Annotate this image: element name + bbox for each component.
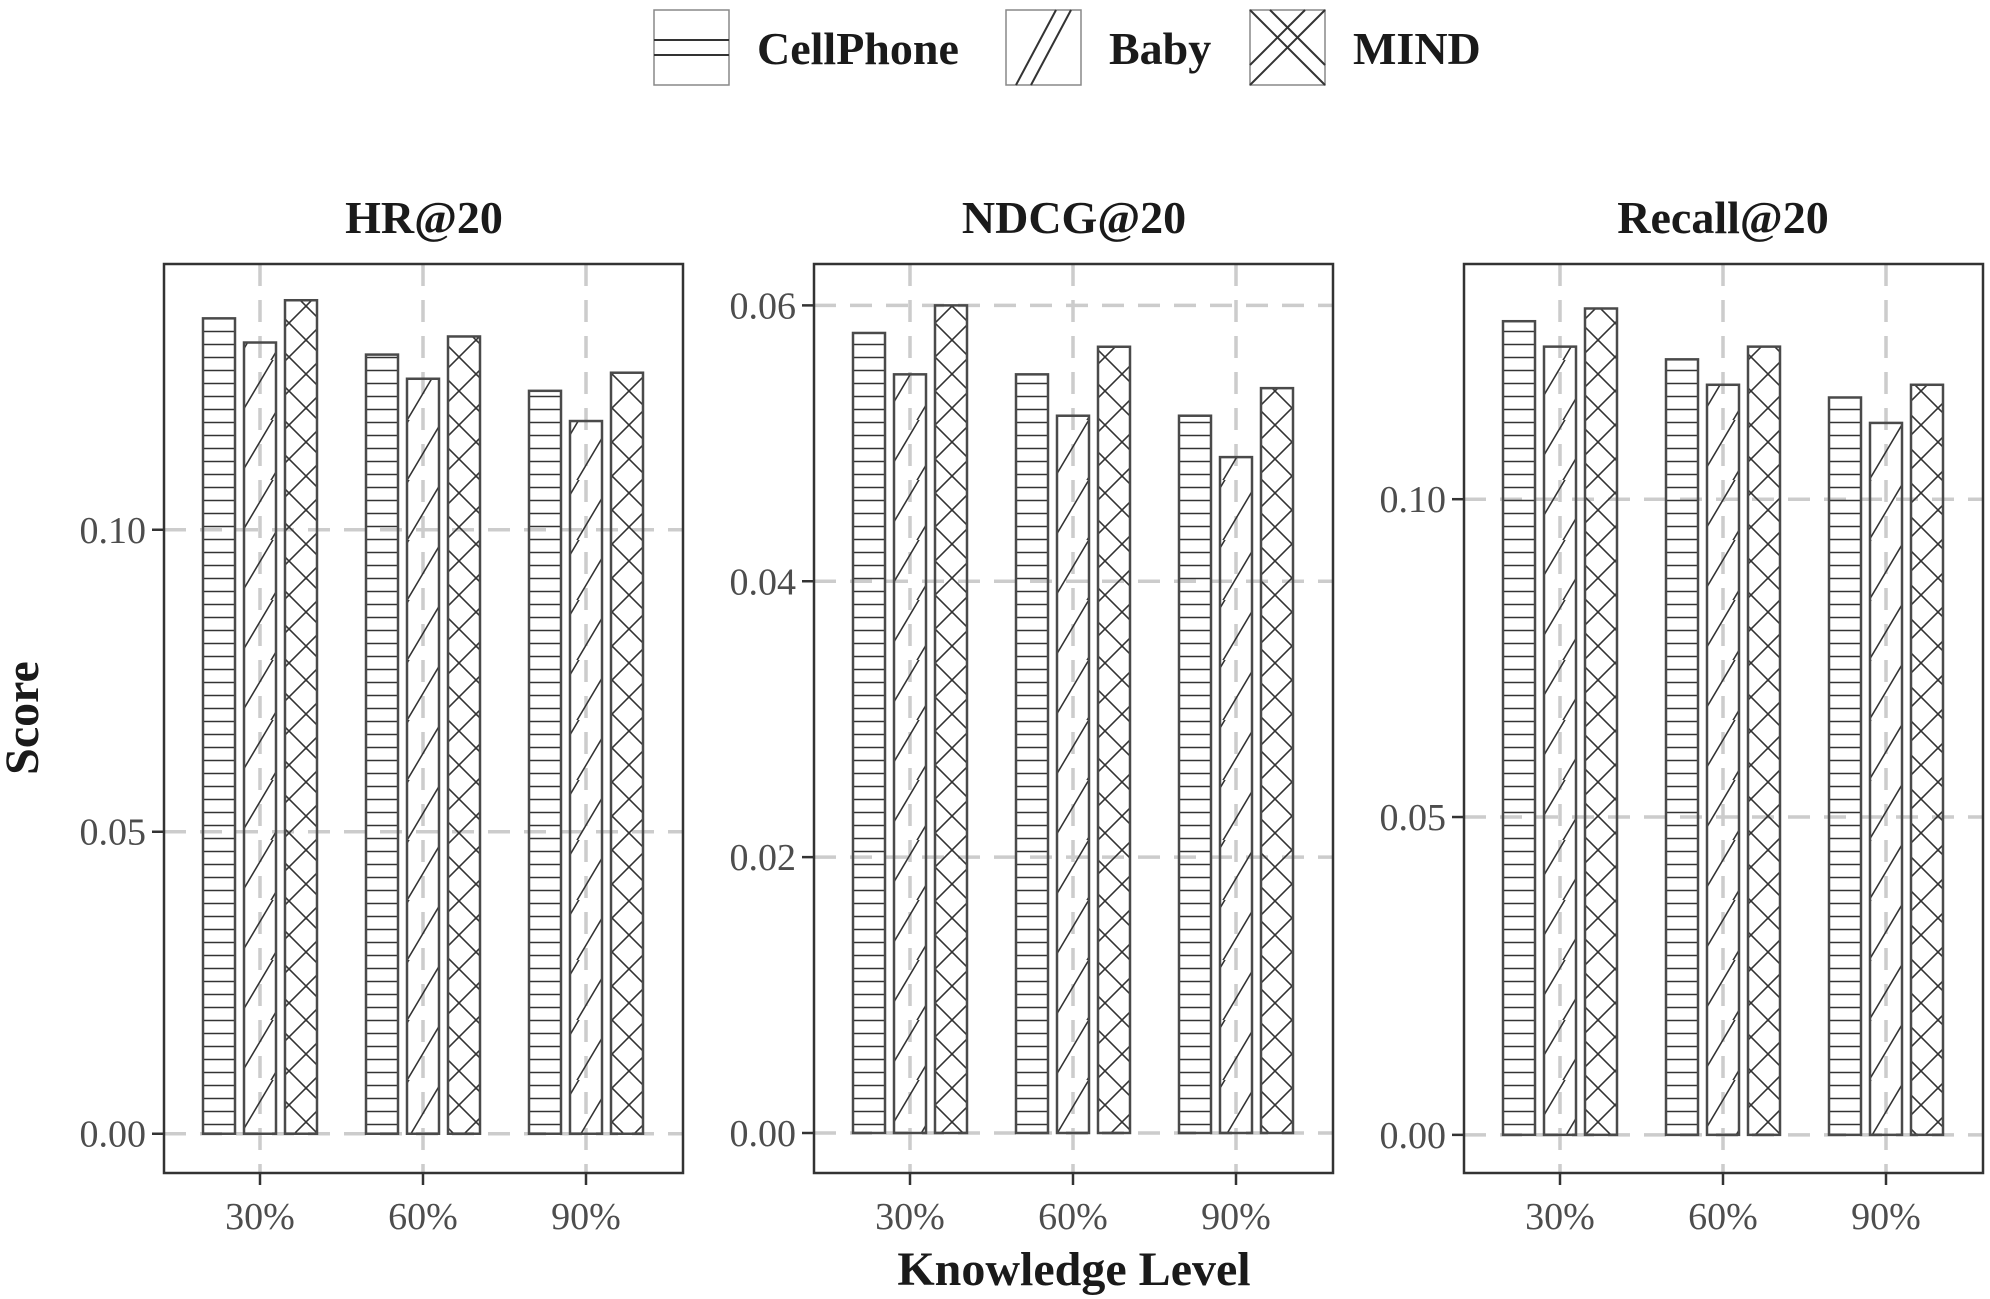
y-axis: 0.00 0.05 0.10 (80, 510, 164, 1156)
bar-mind (1746, 345, 1782, 1137)
panel-hr20: HR@20 0.00 0.05 0.10 30% 60% 90% (80, 192, 685, 1238)
bar-cellphone (527, 389, 563, 1135)
y-tick-label: 0.00 (730, 1113, 797, 1155)
bar-baby (1218, 455, 1254, 1135)
bar-cellphone (1501, 319, 1537, 1137)
bars (1501, 307, 1945, 1137)
y-axis: 0.00 0.02 0.04 0.06 (730, 285, 814, 1155)
y-tick-label: 0.02 (730, 837, 797, 879)
bar-cellphone (1827, 396, 1863, 1137)
legend-label-mind: MIND (1353, 23, 1481, 74)
legend-label-baby: Baby (1109, 23, 1211, 74)
bar-cellphone (364, 353, 400, 1135)
bar-baby (1705, 383, 1741, 1137)
panel-title: NDCG@20 (962, 192, 1186, 243)
x-axis: 30% 60% 90% (1525, 1173, 1921, 1238)
y-tick-label: 0.06 (730, 285, 797, 327)
x-tick-label: 60% (1038, 1196, 1108, 1238)
panel-ndcg20: NDCG@20 0.00 0.02 0.04 0.06 30% 60% 90% (730, 192, 1335, 1238)
y-axis-title: Score (0, 661, 49, 775)
legend-item-cellphone: CellPhone (653, 9, 959, 86)
x-axis-title: Knowledge Level (897, 1243, 1250, 1296)
y-tick-label: 0.10 (80, 510, 147, 552)
x-tick-label: 30% (875, 1196, 945, 1238)
x-axis: 30% 60% 90% (875, 1173, 1271, 1238)
bar-baby (1542, 345, 1578, 1137)
bar-mind (283, 298, 319, 1135)
bar-baby (568, 419, 604, 1135)
y-tick-label: 0.05 (80, 812, 147, 854)
x-tick-label: 90% (551, 1196, 621, 1238)
y-tick-label: 0.00 (80, 1114, 147, 1156)
x-tick-label: 30% (225, 1196, 295, 1238)
bar-cellphone (1664, 358, 1700, 1137)
legend-label-cellphone: CellPhone (757, 23, 959, 74)
bar-mind (1583, 307, 1619, 1137)
legend-swatch-baby (1005, 9, 1082, 86)
legend-item-baby: Baby (1005, 9, 1211, 86)
x-axis: 30% 60% 90% (225, 1173, 621, 1238)
bar-baby (405, 377, 441, 1135)
bar-mind (1259, 386, 1295, 1135)
panel-title: Recall@20 (1617, 192, 1828, 243)
bar-cellphone (1014, 373, 1050, 1135)
y-tick-label: 0.05 (1380, 797, 1447, 839)
y-tick-label: 0.10 (1380, 479, 1447, 521)
bar-cellphone (1177, 414, 1213, 1135)
bar-mind (933, 304, 969, 1135)
bar-mind (1096, 345, 1132, 1135)
bars (851, 304, 1295, 1135)
panel-recall20: Recall@20 0.00 0.05 0.10 30% 60% 90% (1380, 192, 1985, 1238)
panel-title: HR@20 (345, 192, 503, 243)
bar-baby (1055, 414, 1091, 1135)
legend-swatch-cellphone (653, 9, 730, 86)
bar-mind (609, 371, 645, 1135)
bar-cellphone (851, 331, 887, 1135)
x-tick-label: 90% (1851, 1196, 1921, 1238)
bar-baby (892, 373, 928, 1135)
y-axis: 0.00 0.05 0.10 (1380, 479, 1464, 1157)
bar-mind (1909, 383, 1945, 1137)
bars (201, 298, 645, 1135)
x-tick-label: 60% (388, 1196, 458, 1238)
y-tick-label: 0.00 (1380, 1115, 1447, 1157)
legend: CellPhone Baby MIND (653, 9, 1481, 86)
x-tick-label: 90% (1201, 1196, 1271, 1238)
x-tick-label: 30% (1525, 1196, 1595, 1238)
bar-baby (1868, 421, 1904, 1137)
bar-cellphone (201, 317, 237, 1135)
legend-item-mind: MIND (1249, 9, 1481, 86)
bar-baby (242, 341, 278, 1135)
bar-mind (446, 335, 482, 1135)
y-tick-label: 0.04 (730, 561, 797, 603)
x-tick-label: 60% (1688, 1196, 1758, 1238)
